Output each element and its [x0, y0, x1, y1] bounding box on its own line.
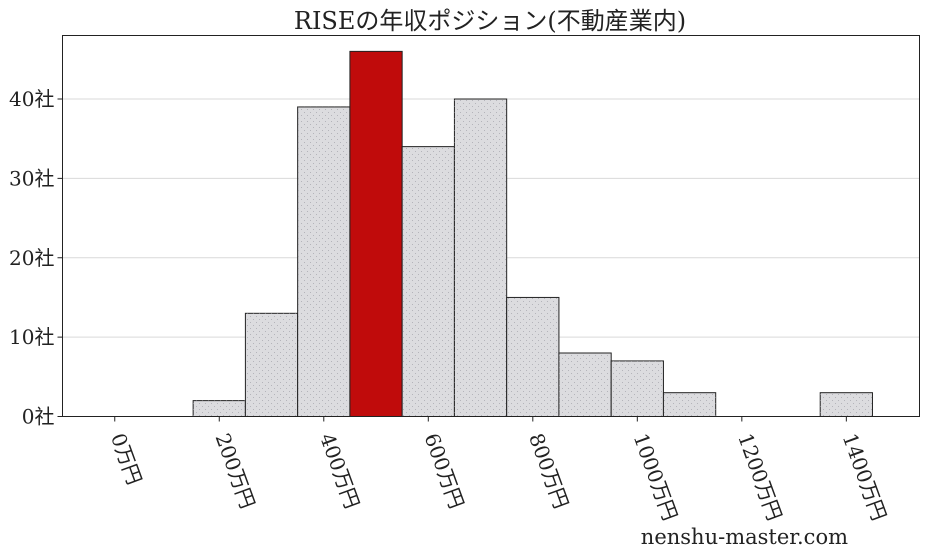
bars [192, 50, 873, 417]
x-tick-label: 1200万円 [733, 430, 787, 524]
x-tick-label: 800万円 [524, 430, 573, 512]
bar-texture [454, 99, 507, 417]
x-tick-label: 600万円 [420, 430, 469, 512]
y-axis: 0社 10社 20社 30社 40社 [9, 87, 63, 429]
x-tick-label: 400万円 [315, 430, 364, 512]
bar-texture [506, 297, 559, 417]
bar-texture [820, 392, 873, 417]
x-tick-label: 0万円 [106, 430, 147, 488]
highlighted-bar [349, 50, 403, 417]
watermark: nenshu-master.com [641, 525, 848, 549]
y-tick-label: 40社 [9, 87, 54, 111]
plot-frame [62, 35, 920, 417]
x-tick-label: 1400万円 [838, 430, 892, 524]
y-tick-label: 10社 [9, 325, 54, 349]
y-tick-label: 20社 [9, 246, 54, 270]
bar-texture [402, 146, 455, 417]
bar-texture [193, 400, 246, 417]
y-tick-label: 30社 [9, 166, 54, 190]
x-axis: 0万円 200万円 400万円 600万円 800万円 1000万円 1200万円 1400万… [106, 416, 892, 524]
x-tick-label: 1000万円 [629, 430, 683, 524]
bar-texture [558, 353, 612, 417]
bar-texture [245, 313, 298, 417]
bar-texture [663, 392, 716, 417]
bar-texture [611, 360, 664, 417]
y-tick-label: 0社 [22, 405, 55, 429]
x-tick-label: 200万円 [211, 430, 260, 512]
chart-title: RISEの年収ポジション(不動産業内) [294, 7, 686, 35]
bar-texture [297, 106, 350, 417]
